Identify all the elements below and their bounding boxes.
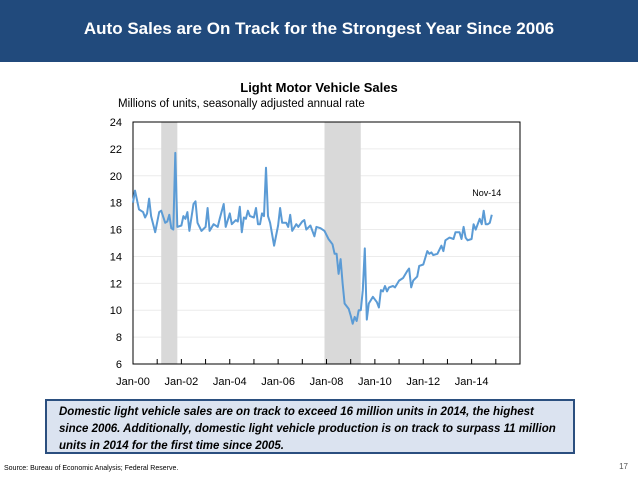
y-tick-label: 24 — [110, 117, 122, 129]
annotation-label: Nov-14 — [472, 188, 501, 198]
x-tick-label: Jan-02 — [165, 376, 199, 388]
line-chart: 6 8 10 12 14 16 18 20 22 24 Jan-00 Jan-02 Jan-04 Jan-… — [110, 117, 521, 388]
y-tick-label: 12 — [110, 278, 122, 290]
y-tick-label: 20 — [110, 171, 122, 183]
source-note: Source: Bureau of Economic Analysis; Fed… — [4, 465, 179, 472]
y-tick-label: 16 — [110, 225, 122, 237]
x-tick-label: Jan-04 — [213, 376, 247, 388]
x-tick-label: Jan-14 — [455, 376, 489, 388]
x-tick-label: Jan-08 — [310, 376, 344, 388]
page-number: 17 — [619, 462, 628, 471]
callout-text: Domestic light vehicle sales are on trac… — [59, 406, 556, 452]
y-axis-label: Millions of units, seasonally adjusted a… — [118, 98, 365, 110]
y-tick-label: 10 — [110, 305, 122, 317]
slide-header: Auto Sales are On Track for the Stronges… — [0, 0, 638, 62]
x-tick-label: Jan-12 — [406, 376, 440, 388]
y-tick-label: 18 — [110, 198, 122, 210]
sales-line — [132, 151, 493, 325]
x-tick-label: Jan-10 — [358, 376, 392, 388]
x-tick-label: Jan-06 — [261, 376, 295, 388]
x-tick-label: Jan-00 — [116, 376, 150, 388]
chart-title: Light Motor Vehicle Sales — [240, 80, 398, 95]
y-tick-label: 14 — [110, 251, 122, 263]
y-tick-label: 8 — [116, 332, 122, 344]
recession-shading — [324, 122, 361, 364]
callout-box: Domestic light vehicle sales are on trac… — [45, 399, 575, 454]
y-tick-label: 6 — [116, 359, 122, 371]
y-tick-label: 22 — [110, 144, 122, 156]
slide-title: Auto Sales are On Track for the Stronges… — [83, 19, 555, 38]
recession-shading — [161, 122, 178, 364]
